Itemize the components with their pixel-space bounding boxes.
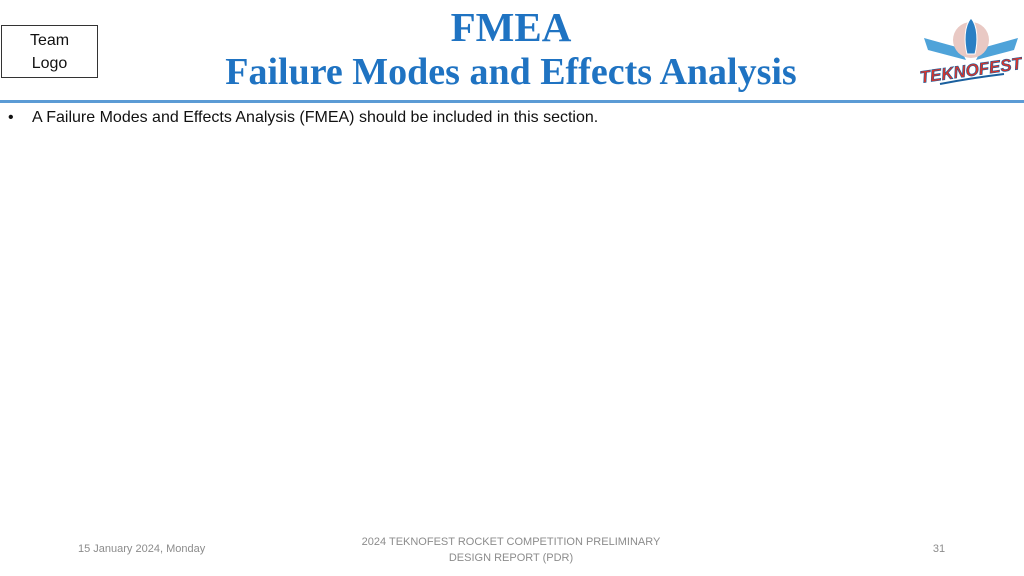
bullet-dot: • [8,109,14,126]
rocket [964,17,978,55]
brand-logo: TEKNOFEST [920,17,1022,87]
slide-title: FMEA [450,4,572,50]
brand-text: TEKNOFEST [920,54,1022,87]
slide-subtitle: Failure Modes and Effects Analysis [225,51,797,93]
wing-left [924,38,966,60]
header-rule [0,100,1024,103]
footer-title: 2024 TEKNOFEST ROCKET COMPETITION PRELIM… [361,536,661,564]
page-number: 31 [932,543,946,555]
team-logo: Team Logo [1,25,98,78]
footer-date: 15 January 2024, Monday [78,543,206,555]
brand-swoosh [939,73,1005,85]
wing-right [976,38,1018,60]
bullet-text: A Failure Modes and Effects Analysis (FM… [32,109,599,126]
bullet-item: • A Failure Modes and Effects Analysis (F… [8,109,598,127]
